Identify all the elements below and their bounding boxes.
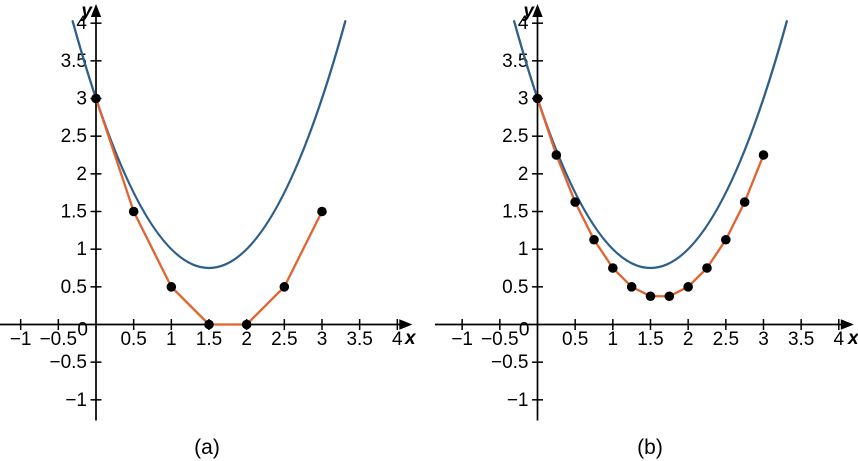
y-tick-label: 1.5 [502, 202, 528, 223]
x-tick-label: 4 [392, 329, 403, 350]
exact-solution-curve [71, 20, 347, 270]
data-point-marker [758, 150, 769, 160]
data-point-marker [608, 263, 618, 273]
x-tick-label: 3.5 [788, 329, 814, 350]
x-tick-label: 3 [758, 329, 769, 350]
panel-b-caption: (b) [637, 436, 663, 459]
x-tick-label: 1.5 [196, 329, 222, 350]
axes-layer-b: −1 −0.5 0.5 1 1.5 2 2.5 3 3.5 4 −1 −0.5 0.5 1 1.5 2 2.5 3… [435, 4, 854, 421]
y-tick-label: 0.5 [61, 277, 87, 298]
x-tick-label: 0.5 [562, 329, 588, 350]
x-axis-arrow-icon [399, 319, 413, 330]
x-tick-label: 1 [608, 329, 619, 350]
y-tick-label: −0.5 [49, 352, 87, 373]
x-tick-label: 2.5 [713, 329, 739, 350]
axes-layer-a: −1 −0.5 0.5 1 1.5 2 2.5 3 3.5 4 −1 −0.5 0.5 1 1.5 2 2.5 3… [0, 4, 413, 421]
data-point-marker [702, 263, 712, 273]
y-tick-label: 3 [76, 89, 87, 110]
x-tick-label: 0.5 [120, 329, 146, 350]
y-tick-label: 2 [518, 164, 529, 185]
y-tick-label: 2.5 [502, 126, 528, 147]
exact-solution-curve [512, 20, 788, 270]
x-tick-label: 2 [241, 329, 252, 350]
y-tick-label: 1 [518, 239, 529, 260]
panel-b: −1 −0.5 0.5 1 1.5 2 2.5 3 3.5 4 −1 −0.5 0.5 1 1.5 2 2.5 3… [429, 0, 858, 461]
x-tick-label: 2 [683, 329, 694, 350]
y-tick-label: 3.5 [502, 51, 528, 72]
data-point-marker [532, 93, 543, 104]
euler-approximation-polyline [536, 98, 765, 298]
data-point-marker [279, 282, 290, 292]
data-point-marker [204, 319, 214, 330]
y-axis-arrow-icon [90, 4, 102, 17]
data-point-marker [721, 234, 731, 245]
plot-a: −1 −0.5 0.5 1 1.5 2 2.5 3 3.5 4 −1 −0.5 0.5 1 1.5 2 2.5 3… [0, 1, 417, 459]
y-tick-label: −1 [65, 390, 87, 411]
data-point-marker [664, 291, 675, 302]
y-tick-label: −0.5 [491, 352, 529, 373]
data-point-marker [128, 206, 139, 217]
y-tick-label: 3 [518, 89, 529, 110]
y-tick-label: 2.5 [61, 126, 87, 147]
x-tick-label: 2.5 [271, 329, 297, 350]
y-axis-arrow-icon [532, 4, 543, 17]
x-tick-label: 1 [166, 329, 177, 350]
x-axis-arrow-icon [840, 319, 854, 330]
series-layer-b [512, 20, 788, 302]
x-tick-label: 3.5 [346, 329, 372, 350]
panel-a: −1 −0.5 0.5 1 1.5 2 2.5 3 3.5 4 −1 −0.5 0.5 1 1.5 2 2.5 3… [0, 1, 417, 459]
x-tick-label: −0.5 [481, 329, 519, 350]
x-tick-label: 4 [834, 329, 845, 350]
origin-label: 0 [77, 320, 88, 341]
data-point-marker [683, 282, 693, 292]
plot-b: −1 −0.5 0.5 1 1.5 2 2.5 3 3.5 4 −1 −0.5 0.5 1 1.5 2 2.5 3… [435, 1, 858, 459]
y-axis-label: y [522, 1, 535, 22]
x-tick-label: 1.5 [637, 329, 663, 350]
y-tick-label: 4 [76, 13, 87, 34]
y-tick-label: 0.5 [502, 277, 528, 298]
y-axis-label: y [80, 1, 93, 22]
x-tick-label: 3 [317, 329, 328, 350]
data-point-marker [91, 93, 101, 104]
y-tick-label: 1.5 [61, 202, 87, 223]
y-tick-label: 1 [76, 239, 87, 260]
data-point-marker [317, 206, 327, 217]
x-tick-label: −1 [451, 329, 473, 350]
data-point-marker [166, 282, 177, 292]
x-axis-label: x [847, 328, 858, 349]
data-point-marker [241, 319, 252, 330]
x-axis-label: x [404, 328, 417, 349]
origin-label: 0 [519, 320, 530, 341]
data-point-marker [589, 234, 599, 245]
series-layer-a [71, 20, 347, 330]
y-tick-label: 3.5 [61, 51, 87, 72]
data-point-marker [739, 197, 750, 207]
data-point-marker [645, 291, 656, 302]
x-tick-label: −0.5 [40, 329, 78, 350]
x-tick-label: −1 [10, 329, 32, 350]
y-tick-label: 2 [76, 164, 87, 185]
data-point-marker [551, 150, 562, 160]
data-point-marker [570, 197, 580, 207]
y-tick-label: −1 [507, 390, 529, 411]
y-tick-label: 4 [518, 13, 529, 34]
panel-a-caption: (a) [194, 436, 220, 459]
data-point-marker [626, 282, 637, 292]
